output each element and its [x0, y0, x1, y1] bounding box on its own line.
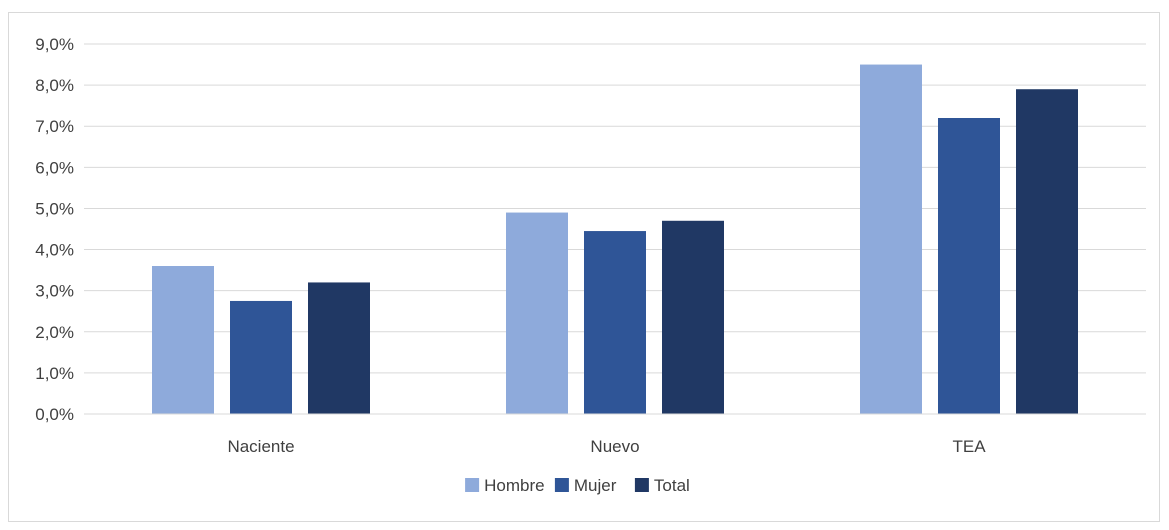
- legend-label: Mujer: [574, 476, 617, 495]
- bar-total-tea: [1016, 89, 1078, 414]
- bar-hombre-naciente: [152, 266, 214, 414]
- bar-hombre-tea: [860, 64, 922, 415]
- bar-mujer-nuevo: [584, 231, 646, 414]
- legend-item-hombre: Hombre: [465, 476, 545, 495]
- legend-swatch: [554, 478, 569, 492]
- y-tick-label: 6,0%: [35, 158, 74, 177]
- bar-hombre-nuevo: [506, 212, 568, 414]
- y-tick-label: 1,0%: [35, 364, 74, 383]
- bar-mujer-naciente: [230, 300, 292, 414]
- y-tick-label: 4,0%: [35, 241, 74, 260]
- legend-swatch: [465, 478, 480, 492]
- bar-mujer-tea: [938, 118, 1000, 414]
- x-category-label: Nuevo: [590, 437, 639, 456]
- bar-total-naciente: [308, 282, 370, 414]
- y-tick-label: 0,0%: [35, 405, 74, 424]
- x-category-label: Naciente: [227, 437, 294, 456]
- y-tick-label: 5,0%: [35, 199, 74, 218]
- bars: [152, 64, 1078, 415]
- legend-label: Total: [654, 476, 690, 495]
- legend-item-total: Total: [634, 476, 690, 495]
- legend: Hombre Mujer Total: [465, 476, 690, 495]
- x-axis-categories: Naciente Nuevo TEA: [227, 437, 986, 456]
- legend-item-mujer: Mujer: [554, 476, 617, 495]
- y-tick-label: 9,0%: [35, 35, 74, 54]
- y-tick-label: 8,0%: [35, 76, 74, 95]
- x-category-label: TEA: [952, 437, 986, 456]
- y-tick-label: 7,0%: [35, 117, 74, 136]
- bar-total-nuevo: [662, 220, 724, 414]
- y-axis-ticks: 0,0% 1,0% 2,0% 3,0% 4,0% 5,0% 6,0% 7,0% 8,0% 9,0%: [35, 35, 74, 424]
- legend-label: Hombre: [484, 476, 544, 495]
- y-tick-label: 2,0%: [35, 323, 74, 342]
- y-tick-label: 3,0%: [35, 282, 74, 301]
- legend-swatch: [634, 478, 649, 492]
